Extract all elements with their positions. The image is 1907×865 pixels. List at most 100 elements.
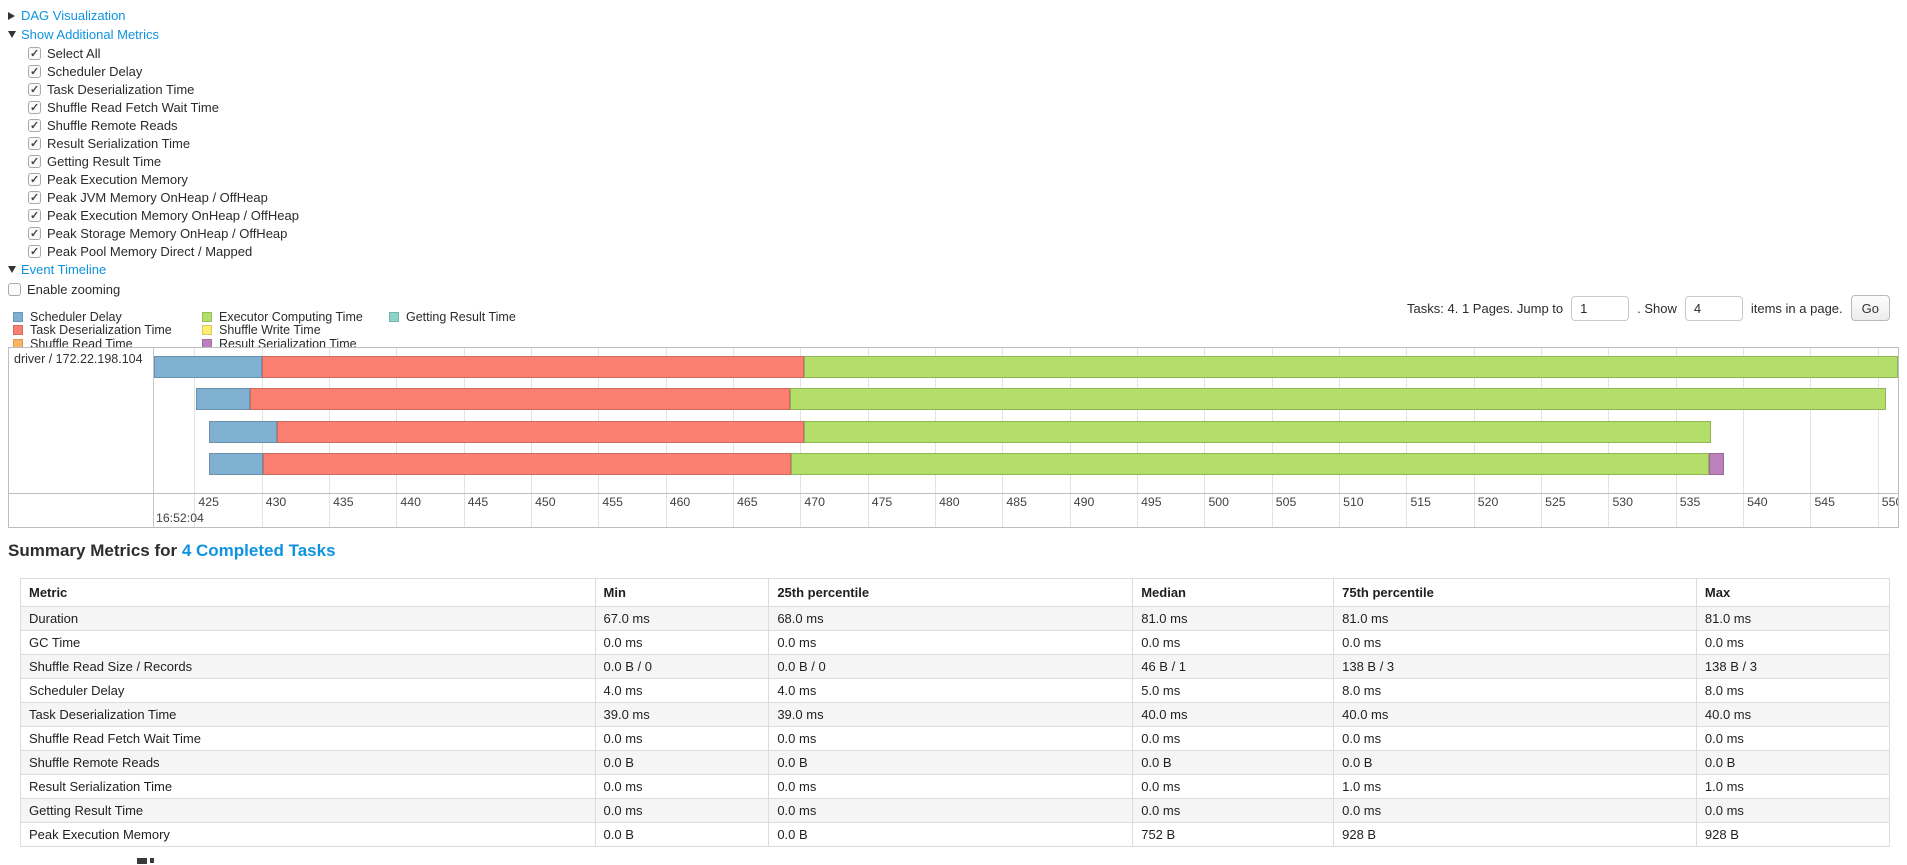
table-row: Duration 67.0 ms 68.0 ms 81.0 ms 81.0 ms 81.0…: [20, 606, 1891, 631]
metric-checkbox-label: Peak Execution Memory: [47, 171, 188, 187]
metric-checkbox-label: Scheduler Delay: [47, 63, 143, 79]
enable-zooming-checkbox[interactable]: [8, 282, 21, 296]
metric-checkbox[interactable]: [28, 136, 41, 150]
event-timeline-chart: driver / 172.22.198.104 425 430 435 440 445 4…: [8, 347, 1899, 528]
table-cell: 46 B / 1: [1132, 654, 1335, 679]
column-header: Median: [1132, 578, 1335, 607]
dag-visualization-link[interactable]: DAG Visualization: [21, 8, 126, 23]
axis-tick-label: 540: [1747, 495, 1768, 509]
metric-checkbox[interactable]: [28, 64, 41, 78]
executor-computing-segment: [789, 388, 1886, 410]
task-deserialization-segment: [261, 356, 805, 378]
metric-checkbox[interactable]: [28, 82, 41, 96]
task-timeline-bar[interactable]: [195, 388, 1886, 410]
metric-checkbox[interactable]: [28, 118, 41, 132]
metric-checkbox-row[interactable]: Result Serialization Time: [28, 134, 299, 152]
metric-checkbox-row[interactable]: Getting Result Time: [28, 152, 299, 170]
metric-checkbox-row[interactable]: Peak Pool Memory Direct / Mapped: [28, 242, 299, 260]
summary-heading-text: Summary Metrics for: [8, 541, 182, 560]
metric-checkbox-label: Peak Execution Memory OnHeap / OffHeap: [47, 207, 299, 223]
axis-tick-label: 530: [1612, 495, 1633, 509]
table-cell: 928 B: [1695, 822, 1891, 847]
event-timeline-toggle[interactable]: Event Timeline: [8, 260, 299, 279]
column-header: 75th percentile: [1333, 578, 1697, 607]
table-cell: 81.0 ms: [1333, 606, 1697, 631]
axis-tick-label: 500: [1208, 495, 1229, 509]
table-cell: 0.0 ms: [768, 726, 1134, 751]
legend-column: Executor Computing Time Shuffle Write Tim…: [202, 310, 363, 351]
legend-label: Scheduler Delay: [30, 309, 122, 324]
legend-label: Getting Result Time: [406, 309, 516, 324]
table-cell: 0.0 ms: [768, 630, 1134, 655]
table-cell: 0.0 B: [1695, 750, 1891, 775]
metric-checkbox-row[interactable]: Peak Execution Memory OnHeap / OffHeap: [28, 206, 299, 224]
completed-tasks-link[interactable]: 4 Completed Tasks: [181, 541, 336, 560]
task-timeline-bar[interactable]: [209, 421, 1711, 443]
task-deserialization-segment: [263, 453, 791, 475]
event-timeline-link[interactable]: Event Timeline: [21, 262, 107, 277]
table-cell: GC Time: [20, 630, 596, 655]
table-cell: 0.0 B: [1132, 750, 1335, 775]
scheduler-delay-segment: [209, 453, 264, 475]
table-row: Task Deserialization Time 39.0 ms 39.0 ms 4…: [20, 702, 1891, 727]
metric-checkbox-row[interactable]: Shuffle Read Fetch Wait Time: [28, 98, 299, 116]
axis-tick-label: 490: [1073, 495, 1095, 509]
metric-checkbox-row[interactable]: Select All: [28, 44, 299, 62]
task-timeline-bar[interactable]: [209, 453, 1725, 475]
table-cell: 1.0 ms: [1695, 774, 1891, 799]
legend-swatch-icon: [13, 325, 23, 336]
scheduler-delay-segment: [195, 388, 250, 410]
metric-checkbox-row[interactable]: Task Deserialization Time: [28, 80, 299, 98]
clipped-heading-fragment: [137, 858, 154, 865]
metric-checkbox[interactable]: [28, 190, 41, 204]
metric-checkbox[interactable]: [28, 46, 41, 60]
table-cell: 0.0 ms: [1333, 798, 1697, 823]
metric-checkbox-row[interactable]: Scheduler Delay: [28, 62, 299, 80]
legend-swatch-icon: [202, 338, 212, 349]
legend-swatch-icon: [389, 311, 399, 322]
table-cell: 1.0 ms: [1333, 774, 1697, 799]
axis-tick-label: 545: [1814, 495, 1835, 509]
go-button[interactable]: Go: [1850, 295, 1890, 321]
metric-checkbox[interactable]: [28, 244, 41, 258]
table-cell: 8.0 ms: [1333, 678, 1697, 703]
table-row: Peak Execution Memory 0.0 B 0.0 B 752 B 928 …: [20, 822, 1891, 847]
show-additional-metrics-link[interactable]: Show Additional Metrics: [21, 27, 160, 42]
legend-label: Executor Computing Time: [219, 309, 363, 324]
metric-checkbox-label: Shuffle Remote Reads: [47, 117, 178, 133]
table-cell: Getting Result Time: [20, 798, 596, 823]
table-row: GC Time 0.0 ms 0.0 ms 0.0 ms 0.0 ms 0.0 ms: [20, 630, 1891, 655]
items-per-page-input[interactable]: [1684, 295, 1743, 321]
legend-column: Getting Result Time: [389, 310, 516, 324]
metric-checkbox[interactable]: [28, 226, 41, 240]
table-cell: 0.0 ms: [1132, 726, 1335, 751]
axis-tick-label: 480: [939, 495, 960, 509]
summary-metrics-heading: Summary Metrics for 4 Completed Tasks: [8, 541, 336, 561]
metric-checkbox[interactable]: [28, 154, 41, 168]
metric-checkbox-row[interactable]: Peak JVM Memory OnHeap / OffHeap: [28, 188, 299, 206]
legend-entry: Task Deserialization Time: [13, 323, 172, 337]
axis-tick-label: 435: [333, 495, 354, 509]
table-cell: 0.0 B: [768, 822, 1134, 847]
metric-checkbox[interactable]: [28, 208, 41, 222]
table-cell: 0.0 ms: [768, 798, 1134, 823]
table-row: Shuffle Remote Reads 0.0 B 0.0 B 0.0 B 0.0 B…: [20, 750, 1891, 775]
jump-to-page-input[interactable]: [1571, 295, 1630, 321]
table-cell: 0.0 ms: [1695, 726, 1891, 751]
executor-computing-segment: [790, 453, 1710, 475]
task-timeline-bar[interactable]: [154, 356, 1898, 378]
axis-tick-label: 485: [1006, 495, 1027, 509]
dag-visualization-toggle[interactable]: DAG Visualization: [8, 6, 299, 25]
metric-checkbox-row[interactable]: Shuffle Remote Reads: [28, 116, 299, 134]
metric-checkbox-row[interactable]: Peak Storage Memory OnHeap / OffHeap: [28, 224, 299, 242]
timeline-plot: 425 430 435 440 445 450 455 460 465 470 475 480 485 4…: [154, 348, 1898, 527]
table-cell: Scheduler Delay: [20, 678, 596, 703]
enable-zooming-row[interactable]: Enable zooming: [8, 280, 299, 298]
table-cell: Duration: [20, 606, 596, 631]
legend-swatch-icon: [13, 311, 23, 322]
show-additional-metrics-toggle[interactable]: Show Additional Metrics: [8, 25, 299, 44]
metric-checkbox[interactable]: [28, 172, 41, 186]
metric-checkbox-row[interactable]: Peak Execution Memory: [28, 170, 299, 188]
metric-checkbox[interactable]: [28, 100, 41, 114]
